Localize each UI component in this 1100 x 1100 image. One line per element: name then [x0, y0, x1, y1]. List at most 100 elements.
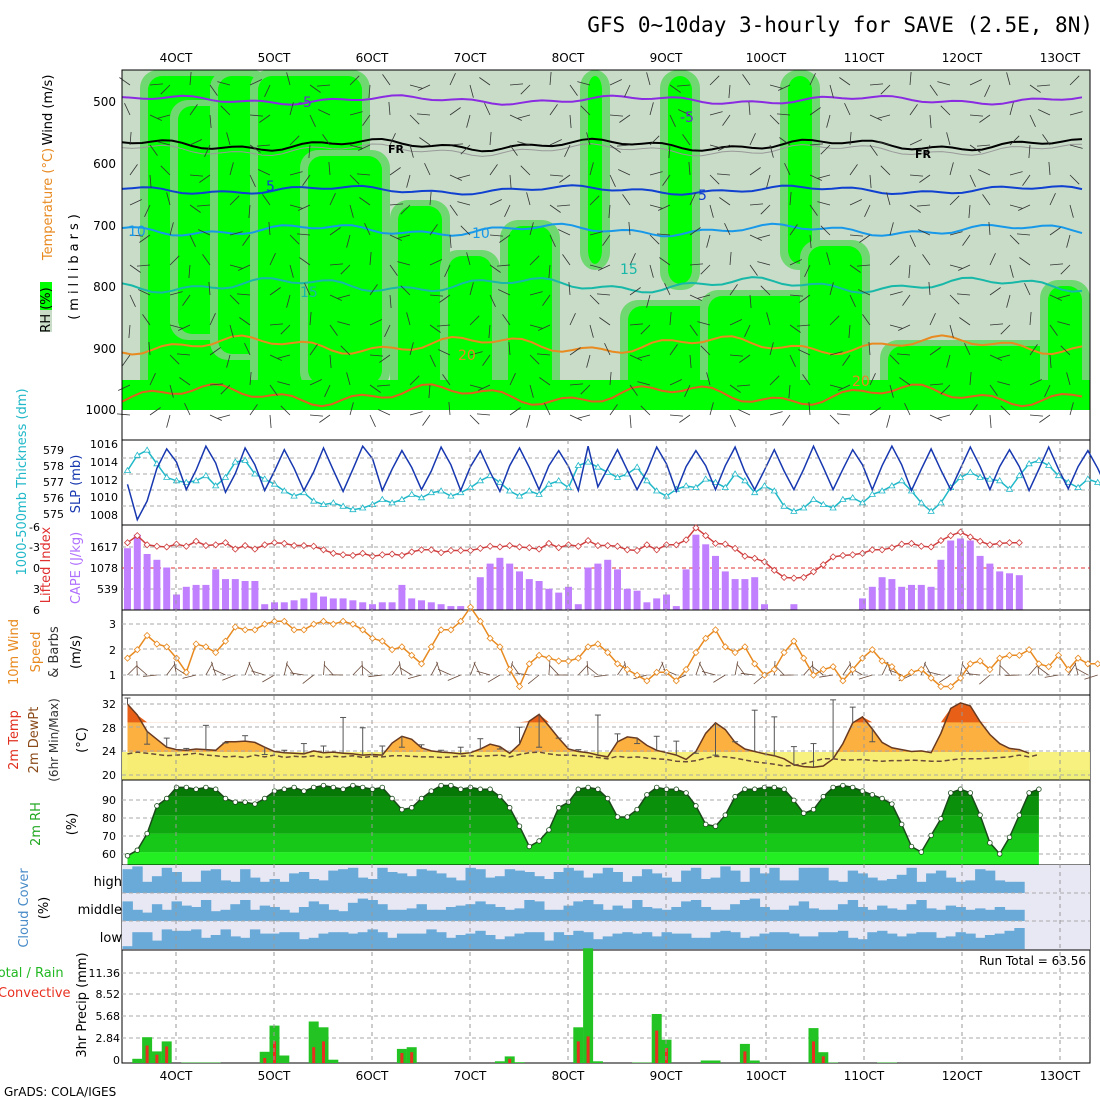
cloud-bar: [494, 907, 506, 921]
wind-barb: [217, 81, 231, 86]
cloud-bar: [847, 937, 859, 949]
wind-barb: [209, 84, 218, 96]
data-point: [594, 640, 602, 648]
wind-barb: [318, 109, 331, 116]
wind-barb: [256, 144, 271, 147]
data-point: [378, 551, 386, 559]
cloud-bar: [328, 909, 339, 921]
data-point: [124, 853, 131, 859]
cloud-bar: [445, 877, 457, 893]
data-point: [614, 814, 621, 820]
wind-barb: [1048, 161, 1051, 176]
wind-barb: [1049, 263, 1064, 266]
data-point: [212, 786, 219, 792]
data-point: [417, 660, 426, 668]
cloud-bar: [367, 900, 378, 921]
wind-barb: [369, 354, 384, 357]
precip-total-bar: [749, 1060, 760, 1063]
cloud-bar: [269, 933, 280, 949]
wind-barb: [799, 294, 811, 303]
data-point: [790, 507, 798, 514]
wind-barb: [869, 407, 881, 416]
wind-axis-label: Wind (m/s): [41, 75, 56, 146]
rh-tick: 90: [102, 794, 116, 807]
wind-barb: [628, 221, 631, 236]
wind-barb: [749, 264, 758, 276]
data-point: [291, 784, 297, 791]
wind10m-barb: [842, 663, 852, 676]
wind10m-barb: [323, 661, 326, 676]
wind-barb: [889, 291, 903, 296]
wind-barb: [309, 344, 318, 356]
contour-label: 5: [266, 179, 275, 195]
wind-barb: [569, 414, 582, 421]
wind-barb: [388, 101, 391, 116]
cape-bar: [290, 600, 298, 610]
data-point: [437, 626, 445, 634]
wind-barb: [489, 131, 492, 146]
wind-barb: [409, 84, 423, 89]
wind-barb: [400, 285, 411, 296]
wind-barb: [849, 294, 856, 307]
data-point: [760, 482, 769, 489]
wind-barb: [829, 384, 843, 389]
data-point: [280, 539, 288, 547]
wind-barb: [236, 293, 251, 296]
data-point: [790, 637, 798, 645]
data-point: [153, 542, 161, 550]
wind-barb: [776, 113, 791, 116]
wind-barb: [498, 289, 511, 296]
cape-bar: [496, 557, 504, 610]
precip-total-bar: [700, 1060, 711, 1063]
cape-bar: [525, 579, 533, 610]
wind-barb: [389, 133, 396, 146]
wind-barb: [389, 167, 401, 176]
top-date-label: 11OCT: [844, 51, 885, 65]
wind10m-barb: [476, 670, 491, 676]
wind-barb: [469, 384, 483, 389]
wind-barb: [928, 281, 931, 296]
temp-label: 2m Temp: [7, 710, 22, 770]
cloud-bar: [338, 911, 349, 921]
cloud-bar: [259, 933, 271, 949]
wind10m-barb: [436, 661, 442, 676]
wind-barb: [728, 84, 731, 99]
wind-barb: [956, 293, 971, 296]
wind-barb: [226, 132, 231, 146]
wind-barb: [766, 312, 771, 326]
data-point: [202, 541, 210, 550]
precip-total-bar: [583, 948, 594, 1063]
wind-barb: [949, 195, 960, 206]
wind-barb: [569, 347, 581, 356]
data-point: [997, 851, 1003, 857]
data-point: [507, 805, 513, 811]
data-point: [927, 674, 935, 682]
cloud-bar: [622, 881, 633, 893]
data-point: [995, 477, 1004, 484]
data-point: [928, 832, 934, 839]
wind-barb: [308, 144, 311, 159]
data-point: [721, 483, 730, 490]
wind10m-barb: [578, 664, 589, 676]
wind-barb: [249, 174, 256, 187]
temp-ticks: 32 28 24 20: [102, 698, 116, 782]
wind-barb: [804, 264, 811, 277]
cloud-bar: [367, 879, 378, 893]
lifted-tick: -6: [29, 521, 40, 534]
wind-barb: [349, 174, 360, 185]
wind-barb: [729, 251, 732, 266]
data-point: [319, 546, 328, 554]
wind10m-barb: [698, 662, 707, 676]
data-point: [604, 541, 612, 550]
data-point: [966, 533, 974, 541]
data-point: [222, 795, 229, 802]
cape-bar: [143, 554, 151, 610]
contour-label: -5: [298, 95, 312, 111]
cape-bar: [329, 598, 337, 610]
wind-barb: [1060, 264, 1071, 275]
wind10m-barb: [127, 664, 138, 676]
precip-tick: 11.36: [89, 967, 121, 980]
data-point: [672, 677, 680, 685]
data-point: [692, 483, 700, 490]
rh-band: [127, 815, 1039, 834]
